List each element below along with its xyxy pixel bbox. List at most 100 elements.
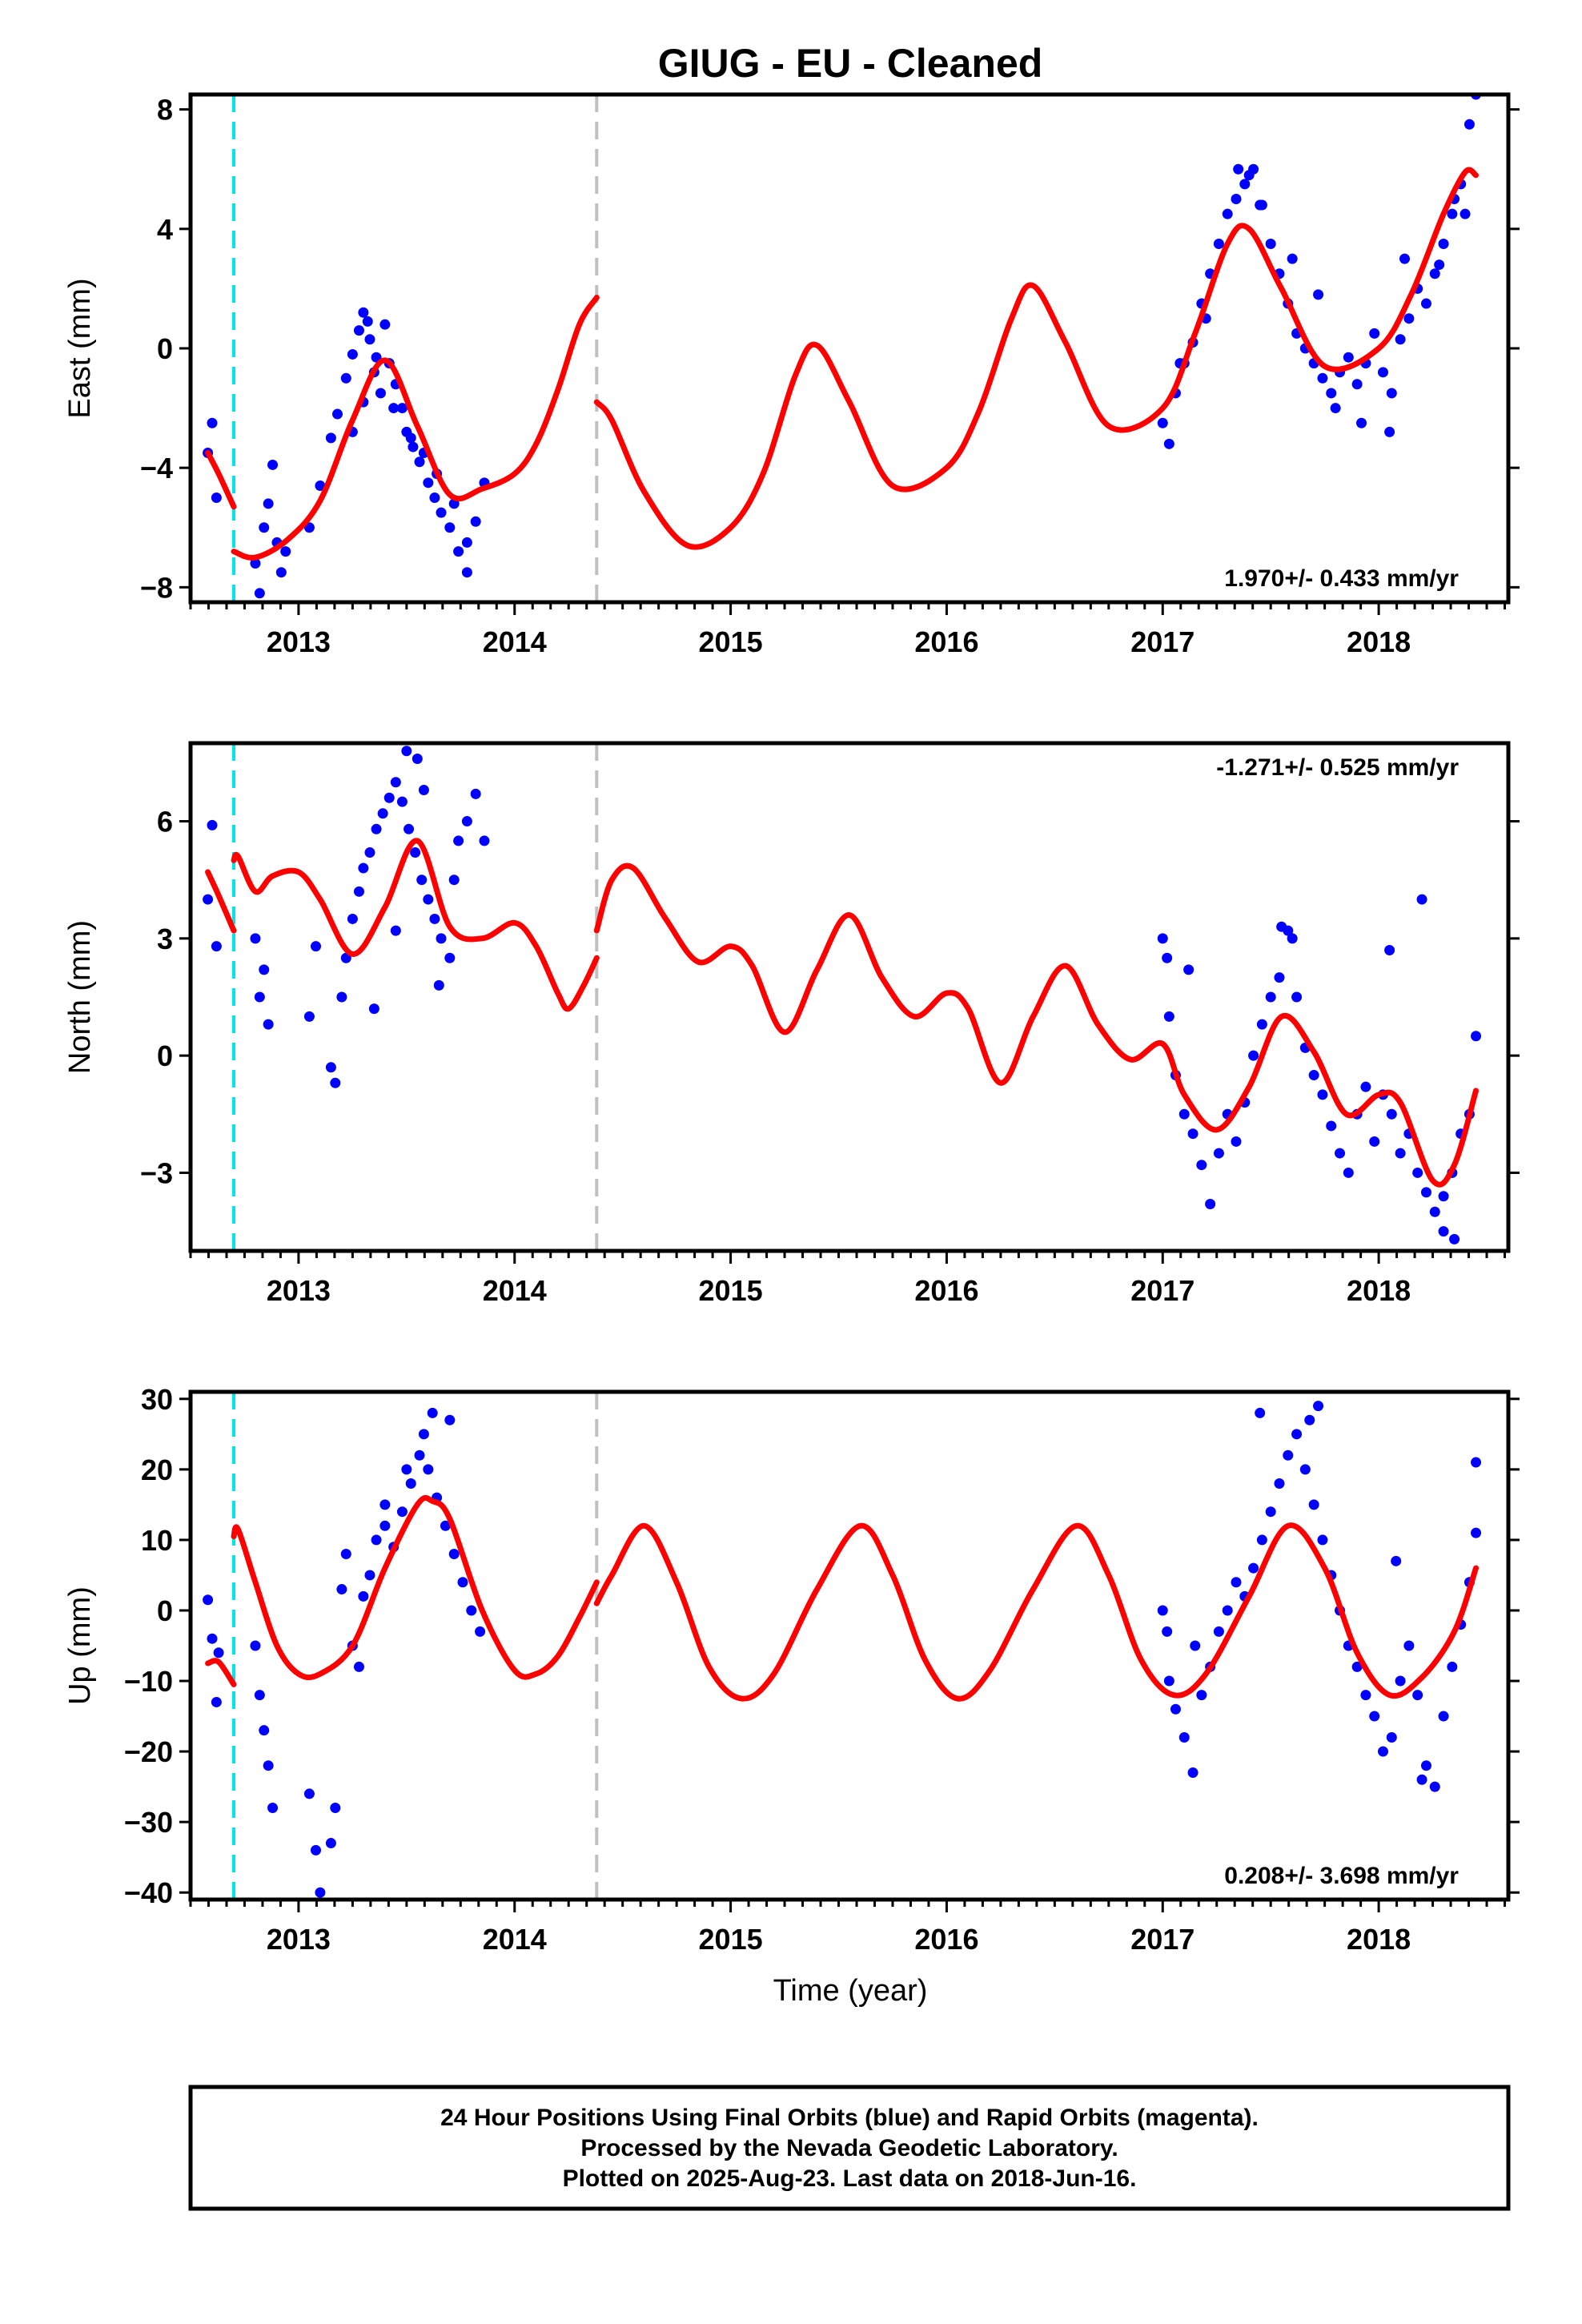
east-data-point [414,456,425,468]
north-data-point [1420,1187,1431,1198]
east-data-point [1399,253,1410,264]
east-data-point [1464,119,1475,130]
caption-frame [188,2085,1511,2211]
up-data-point [325,1838,336,1849]
up-data-point [358,1590,369,1602]
north-data-point [1438,1191,1449,1202]
north-data-point [353,886,364,897]
east-data-point [275,567,287,578]
up-data-point [1299,1464,1311,1475]
north-data-point [311,941,322,952]
east-data-point [1447,208,1458,219]
up-data-point [1412,1690,1423,1701]
east-data-point [1429,268,1440,279]
east-data-point [1351,379,1363,390]
up-data-point [423,1464,434,1475]
north-x-tick-label: 2015 [699,1274,763,1307]
up-data-point [427,1407,438,1418]
north-data-point [211,941,222,952]
up-data-point [418,1429,429,1440]
north-data-point [1178,1108,1190,1120]
up-data-point [1283,1449,1294,1461]
east-rate-annotation: 1.970+/- 0.433 mm/yr [1224,565,1459,592]
north-data-point [1205,1198,1216,1209]
east-data-point [1326,388,1337,399]
north-y-tick-label: 6 [157,806,173,838]
east-data-point [1265,238,1276,249]
up-data-point [1391,1555,1402,1566]
east-x-tick-label: 2018 [1347,625,1411,658]
north-data-point [1187,1128,1199,1140]
north-data-point [1183,964,1195,975]
north-data-point [418,785,429,796]
up-y-tick-label: −30 [124,1806,173,1839]
up-data-point [396,1506,408,1518]
up-data-point [1162,1626,1173,1637]
east-data-point [1420,298,1431,309]
up-data-point [1395,1675,1406,1687]
east-data-point [254,588,265,599]
up-x-tick-label: 2018 [1347,1923,1411,1956]
up-data-point [1438,1711,1449,1722]
east-data-point [1243,170,1255,181]
up-data-point [213,1647,224,1659]
up-data-point [364,1570,375,1581]
north-data-point [259,964,270,975]
up-data-point [466,1605,477,1616]
north-data-point [336,991,347,1003]
caption-line-2: Processed by the Nevada Geodetic Laborat… [580,2135,1118,2161]
east-x-tick-label: 2013 [267,625,331,658]
up-data-point [444,1414,456,1425]
up-data-point [1255,1407,1266,1418]
north-data-point [1265,991,1276,1003]
north-data-point [358,862,369,874]
east-data-point [364,334,375,345]
north-data-point [1386,1108,1397,1120]
east-data-point [331,408,343,420]
north-panel: 2013 2014 2015 2016 2017 2018 −3 0 3 6 North (mm) -… [63,741,1520,1307]
up-data-point [1178,1731,1190,1743]
up-x-tick-label: 2015 [699,1923,763,1956]
north-data-point [429,913,440,924]
north-x-tick-label: 2018 [1347,1274,1411,1307]
north-data-point [383,792,395,803]
up-data-point [379,1499,391,1510]
up-data-points [203,1401,1482,1898]
up-data-point [1157,1605,1168,1616]
east-data-point [1384,426,1395,437]
east-data-point [1222,208,1233,219]
up-data-point [1351,1661,1363,1672]
north-data-point [390,777,401,788]
north-data-point [436,933,447,944]
north-data-point [1213,1148,1224,1159]
north-data-point [448,875,460,886]
east-data-point [259,522,270,533]
north-model-segment-1 [231,838,600,1012]
up-y-tick-label: 30 [141,1383,173,1416]
up-data-point [250,1640,261,1651]
up-x-tick-label: 2014 [483,1923,547,1956]
up-data-point [203,1594,214,1606]
north-data-point [1438,1226,1449,1237]
north-data-point [325,1062,336,1073]
up-data-point [1471,1527,1482,1538]
up-data-point [1187,1767,1199,1778]
east-y-tick-label: 4 [157,213,173,246]
up-data-point [1360,1690,1371,1701]
up-model-segment-1 [231,1494,600,1681]
east-model-segment-0 [205,450,237,510]
north-data-point [433,979,444,991]
up-data-point [1291,1429,1303,1440]
north-data-point [1384,944,1395,955]
north-data-point [1287,933,1298,944]
up-data-point [1420,1760,1431,1771]
up-data-point [311,1844,322,1856]
east-data-point [1313,289,1324,300]
up-y-tick-label: 0 [157,1594,173,1627]
east-y-tick-label: −4 [140,452,173,485]
east-data-point [1287,253,1298,264]
east-data-point [470,516,481,527]
north-data-point [461,816,472,827]
east-data-point [1434,259,1445,271]
north-data-point [1360,1081,1371,1092]
